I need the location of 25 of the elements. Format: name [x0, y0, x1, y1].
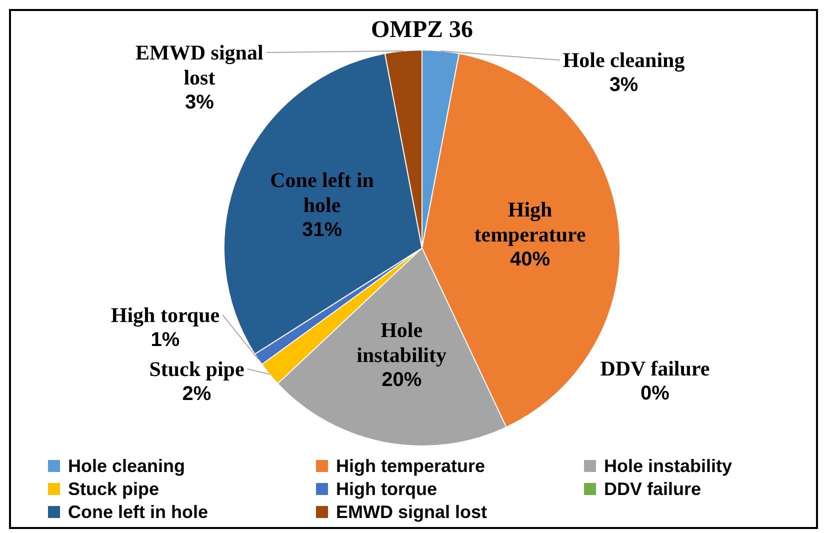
data-label: 2%: [182, 382, 212, 405]
legend-label: DDV failure: [604, 479, 702, 499]
chart-title: OMPZ 36: [371, 17, 473, 43]
data-label: 3%: [609, 74, 638, 96]
legend-label: Hole instability: [604, 456, 732, 476]
legend-label: High temperature: [336, 456, 486, 476]
legend-label: Hole cleaning: [68, 456, 186, 476]
slice-label: High temperature: [474, 197, 586, 246]
slice-label: EMWD signal lost: [136, 40, 264, 90]
slice-label: Hole instability: [356, 318, 448, 367]
text: 0%: [640, 382, 670, 404]
legend-label: High torque: [336, 479, 437, 499]
data-label: 31%: [302, 218, 342, 241]
legend-label: EMWD signal lost: [336, 502, 488, 522]
slice-label: Stuck pipe: [149, 356, 244, 381]
data-label: 1%: [150, 328, 180, 351]
slice-label: Cone left in hole: [270, 168, 374, 217]
legend-label: Cone left in hole: [68, 502, 208, 522]
slice-label: Hole cleaning: [562, 48, 686, 72]
data-label: 3%: [184, 92, 214, 114]
slice-label: High torque: [110, 302, 220, 327]
legend-label: Stuck pipe: [68, 479, 160, 499]
data-label: 40%: [510, 248, 550, 270]
data-label: 20%: [382, 368, 422, 391]
category-label: DDV failure: [600, 356, 710, 380]
